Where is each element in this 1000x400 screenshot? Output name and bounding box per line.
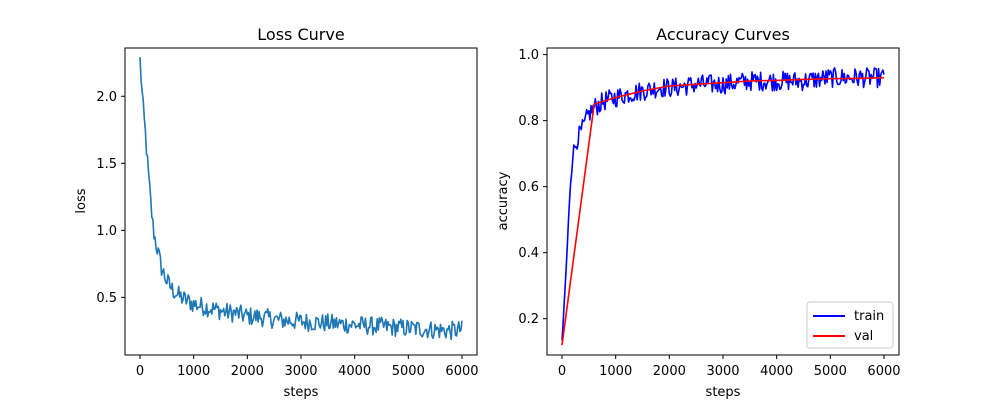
x-tick-label: 4000 bbox=[338, 364, 371, 379]
y-tick-label: 0.6 bbox=[518, 180, 539, 195]
x-tick-label: 1000 bbox=[177, 364, 210, 379]
x-tick-label: 6000 bbox=[867, 364, 900, 379]
accuracy-chart-y-axis-label: accuracy bbox=[496, 171, 511, 230]
train-series-line bbox=[561, 67, 885, 341]
x-tick-label: 3000 bbox=[706, 364, 739, 379]
y-tick-label: 0.8 bbox=[518, 114, 539, 129]
legend-train-label: train bbox=[854, 309, 884, 324]
x-tick-label: 0 bbox=[136, 364, 144, 379]
loss-chart-lines bbox=[139, 57, 463, 341]
accuracy-chart-x-ticks: 0 1000 2000 3000 4000 5000 6000 bbox=[558, 355, 901, 379]
accuracy-legend: train val bbox=[806, 301, 894, 349]
x-tick-label: 2000 bbox=[231, 364, 264, 379]
y-tick-label: 2.0 bbox=[96, 90, 117, 105]
x-tick-label: 2000 bbox=[653, 364, 686, 379]
x-tick-label: 5000 bbox=[392, 364, 425, 379]
loss-chart-title: Loss Curve bbox=[257, 25, 344, 44]
x-tick-label: 1000 bbox=[599, 364, 632, 379]
y-tick-label: 1.0 bbox=[96, 224, 117, 239]
val-series-line bbox=[561, 76, 885, 346]
y-tick-label: 1.5 bbox=[96, 157, 117, 172]
y-tick-label: 0.2 bbox=[518, 312, 539, 327]
legend-val-label: val bbox=[854, 329, 873, 344]
y-tick-label: 0.5 bbox=[96, 291, 117, 306]
loss-chart-y-ticks: 0.5 1.0 1.5 2.0 bbox=[96, 90, 125, 306]
accuracy-chart-y-ticks: 0.2 0.4 0.6 0.8 1.0 bbox=[518, 48, 547, 327]
loss-chart: Loss Curve 0 1000 2000 3000 4000 5000 6000 0.5… bbox=[74, 25, 479, 400]
y-tick-label: 0.4 bbox=[518, 246, 539, 261]
x-tick-label: 3000 bbox=[284, 364, 317, 379]
accuracy-chart: Accuracy Curves 0 1000 2000 3000 4000 5000 600… bbox=[496, 25, 901, 400]
accuracy-chart-title: Accuracy Curves bbox=[656, 25, 790, 44]
x-tick-label: 5000 bbox=[814, 364, 847, 379]
loss-chart-x-ticks: 0 1000 2000 3000 4000 5000 6000 bbox=[136, 355, 479, 379]
x-tick-label: 6000 bbox=[445, 364, 478, 379]
accuracy-chart-x-axis-label: steps bbox=[706, 385, 741, 400]
loss-chart-x-axis-label: steps bbox=[284, 385, 319, 400]
accuracy-chart-lines bbox=[561, 67, 885, 346]
loss-series-line bbox=[139, 57, 463, 341]
x-tick-label: 4000 bbox=[760, 364, 793, 379]
x-tick-label: 0 bbox=[558, 364, 566, 379]
loss-chart-y-axis-label: loss bbox=[74, 188, 89, 213]
y-tick-label: 1.0 bbox=[518, 48, 539, 63]
